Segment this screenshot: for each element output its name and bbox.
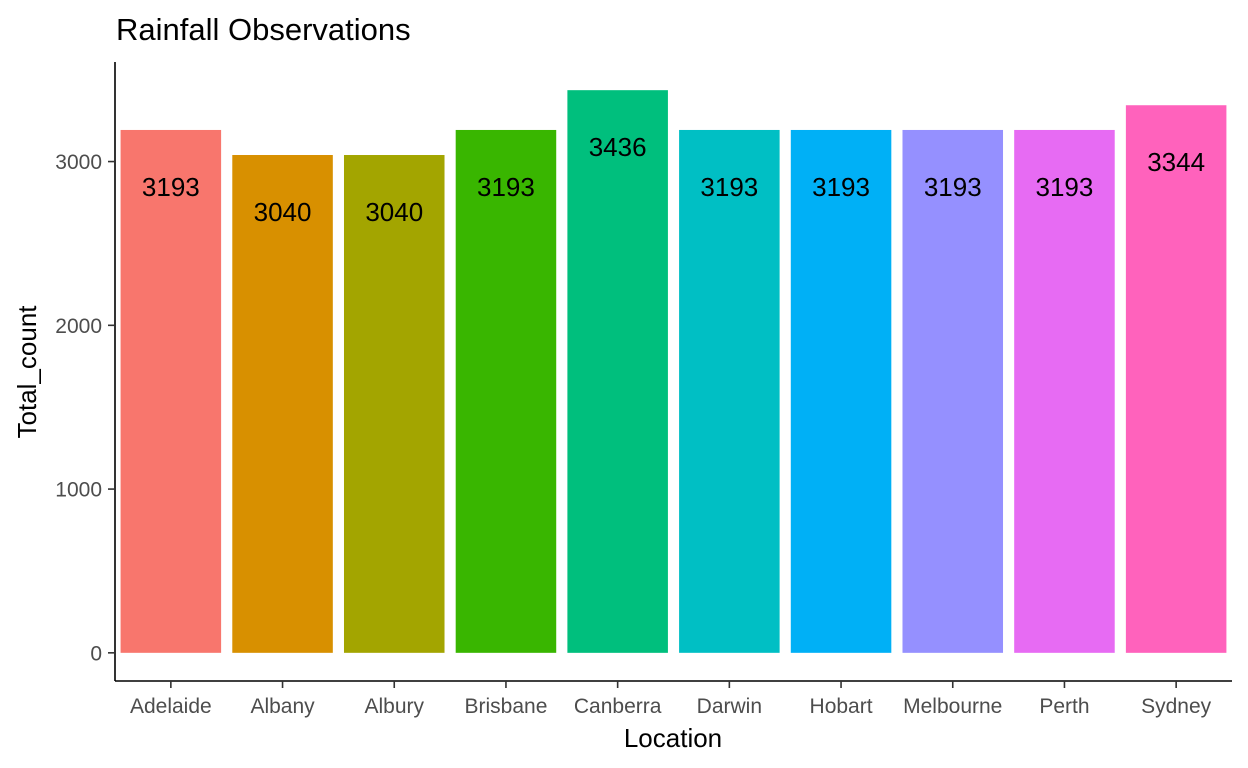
data-label-sydney: 3344 bbox=[1147, 147, 1205, 177]
bar-melbourne bbox=[902, 129, 1004, 653]
bar-brisbane bbox=[455, 129, 557, 653]
data-label-brisbane: 3193 bbox=[477, 172, 535, 202]
y-tick-label-1000: 1000 bbox=[55, 479, 102, 502]
bars-group bbox=[120, 90, 1227, 653]
x-tick-label-adelaide: Adelaide bbox=[130, 695, 212, 718]
x-tick-label-brisbane: Brisbane bbox=[465, 695, 548, 718]
data-labels-group: 3193 3040 3040 3193 3436 3193 3193 3193 3193 3344 bbox=[142, 132, 1205, 227]
y-tick-label-2000: 2000 bbox=[55, 315, 102, 338]
x-tick-label-hobart: Hobart bbox=[810, 695, 873, 718]
bar-canberra bbox=[567, 90, 668, 653]
x-tick-label-sydney: Sydney bbox=[1141, 695, 1212, 718]
bar-adelaide bbox=[120, 129, 222, 653]
x-tick-label-perth: Perth bbox=[1039, 695, 1089, 718]
x-tick-label-melbourne: Melbourne bbox=[903, 695, 1002, 718]
x-axis-title: Location bbox=[624, 723, 722, 753]
y-ticks-group: 0 1000 2000 3000 bbox=[55, 151, 115, 665]
bar-darwin bbox=[679, 129, 780, 653]
data-label-albury: 3040 bbox=[365, 197, 423, 227]
x-tick-label-darwin: Darwin bbox=[697, 695, 762, 718]
y-tick-label-0: 0 bbox=[90, 642, 102, 665]
x-tick-label-albany: Albany bbox=[250, 695, 315, 718]
data-label-darwin: 3193 bbox=[700, 172, 758, 202]
bar-sydney bbox=[1125, 105, 1227, 653]
bar-albany bbox=[232, 155, 333, 653]
bar-hobart bbox=[790, 129, 892, 653]
y-axis-title: Total_count bbox=[12, 305, 42, 439]
data-label-perth: 3193 bbox=[1036, 172, 1094, 202]
data-label-albany: 3040 bbox=[254, 197, 312, 227]
bar-perth bbox=[1014, 129, 1115, 653]
data-label-melbourne: 3193 bbox=[924, 172, 982, 202]
data-label-hobart: 3193 bbox=[812, 172, 870, 202]
data-label-adelaide: 3193 bbox=[142, 172, 200, 202]
y-tick-label-3000: 3000 bbox=[55, 151, 102, 174]
x-tick-label-canberra: Canberra bbox=[574, 695, 662, 718]
x-tick-label-albury: Albury bbox=[364, 695, 424, 718]
chart-title: Rainfall Observations bbox=[116, 12, 411, 47]
x-ticks-group: Adelaide Albany Albury Brisbane Canberra Darw… bbox=[130, 681, 1212, 718]
bar-albury bbox=[343, 155, 445, 653]
data-label-canberra: 3436 bbox=[589, 132, 647, 162]
